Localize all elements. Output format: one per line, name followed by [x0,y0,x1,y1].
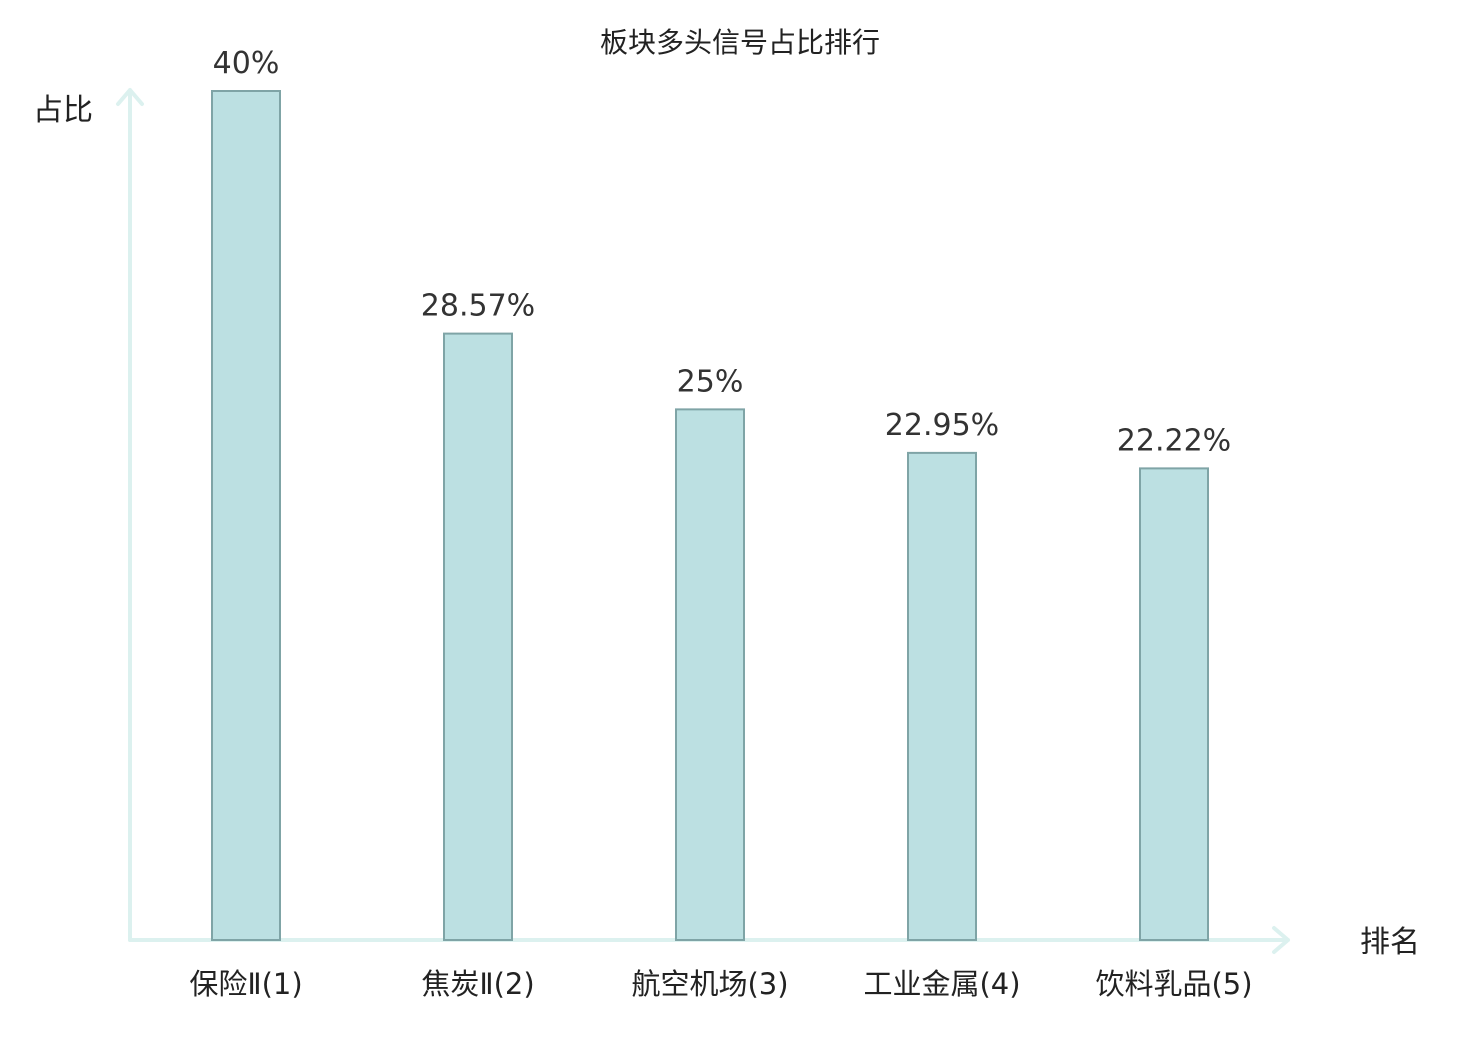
value-labels-group: 40% 28.57% 25% 22.95% 22.22% [213,46,1232,458]
chart-title: 板块多头信号占比排行 [600,26,880,59]
category-label-5: 饮料乳品(5) [1095,967,1252,1001]
bar-2 [443,332,513,941]
value-label-5: 22.22% [1117,423,1231,458]
bars-group [211,90,1209,941]
y-axis-label: 占比 [33,93,93,128]
category-label-1: 保险Ⅱ(1) [189,967,302,1001]
category-label-3: 航空机场(3) [631,967,788,1001]
value-label-1: 40% [213,46,280,81]
category-labels-group: 保险Ⅱ(1) 焦炭Ⅱ(2) 航空机场(3) 工业金属(4) 饮料乳品(5) [189,967,1252,1001]
x-axis-label: 排名 [1360,925,1420,960]
value-label-4: 22.95% [885,408,999,443]
category-label-2: 焦炭Ⅱ(2) [421,967,534,1001]
bar-4 [907,451,977,941]
bar-1 [211,90,281,941]
y-axis-line [116,88,144,942]
bar-5 [1139,467,1209,941]
value-label-2: 28.57% [421,289,535,324]
category-label-4: 工业金属(4) [863,967,1020,1001]
bar-3 [675,408,745,941]
value-label-3: 25% [677,364,744,399]
